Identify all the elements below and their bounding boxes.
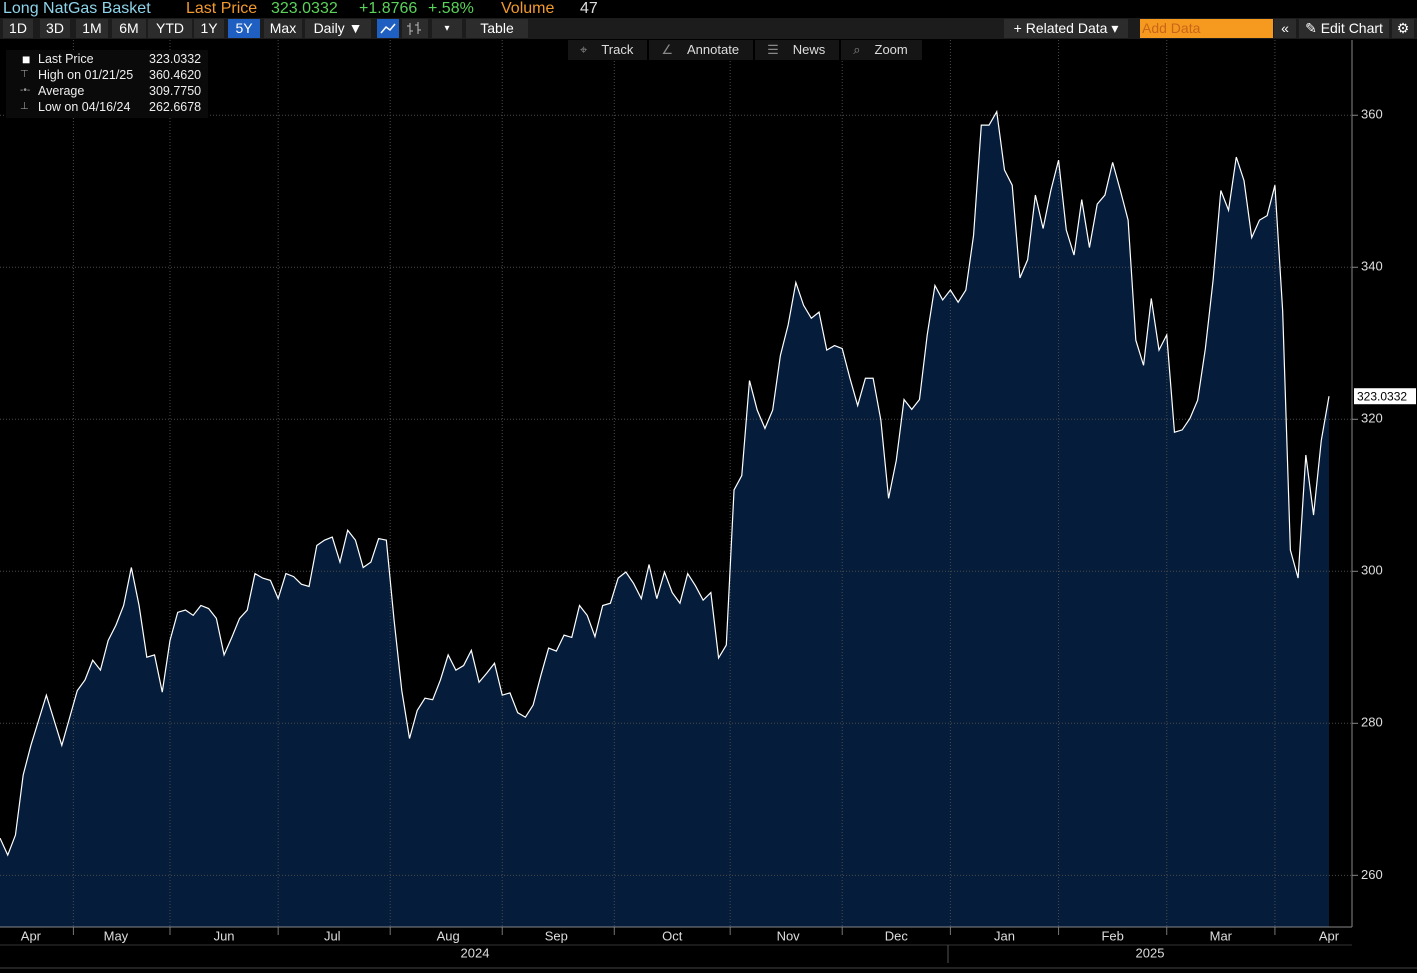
edit-icon: ✎ (1305, 20, 1321, 36)
range-button[interactable]: 6M (112, 19, 146, 38)
x-tick-label: Apr (21, 928, 42, 943)
range-button[interactable]: 1D (3, 19, 33, 38)
tool-label: Zoom (868, 41, 914, 58)
last-price-label: Last Price (186, 0, 258, 17)
legend-symbol: ⊥ (20, 101, 29, 112)
y-tick-label: 300 (1361, 563, 1383, 578)
x-tick-label: Feb (1101, 928, 1123, 943)
legend-label: Average (38, 84, 85, 98)
tool-icon: ☰ (761, 41, 785, 59)
last-price-tag (1354, 388, 1416, 405)
legend-row: ⊤ High on 01/21/25 360.4620 (6, 67, 208, 83)
settings-button[interactable]: ⚙ (1392, 19, 1414, 38)
last-price-tag-label: 323.0332 (1357, 389, 1407, 403)
legend-value: 360.4620 (149, 68, 202, 82)
range-button[interactable]: 3D (40, 19, 70, 38)
x-tick-label: Oct (662, 928, 683, 943)
collapse-button[interactable]: « (1274, 19, 1296, 38)
x-tick-label: Nov (777, 928, 801, 943)
legend: ■ Last Price 323.0332 ⊤ High on 01/21/25 360.… (6, 50, 208, 118)
related-data-button[interactable]: + Related Data ▾ (1004, 19, 1128, 38)
y-tick-label: 360 (1361, 107, 1383, 122)
price-line (0, 109, 1330, 857)
table-button[interactable]: Table (466, 19, 528, 38)
legend-row: ■ Last Price 323.0332 (6, 51, 208, 67)
y-tick-label: 260 (1361, 867, 1383, 882)
volume-label: Volume (501, 0, 555, 17)
change-pct: +.58% (428, 0, 474, 17)
legend-label: High on 01/21/25 (38, 68, 134, 82)
x-tick-label: Dec (885, 928, 909, 943)
legend-value: 323.0332 (149, 52, 202, 66)
tool-label: Track (595, 41, 640, 58)
chart-type-dropdown[interactable]: ▾ (432, 19, 462, 38)
tool-icon: ∠ (655, 41, 680, 59)
legend-symbol: -•- (20, 85, 31, 96)
legend-label: Low on 04/16/24 (38, 100, 131, 114)
tool-button[interactable]: ⌕ Zoom (841, 40, 922, 60)
tool-label: News (786, 41, 832, 58)
toolbar: 1D 3D 1M 6M YTD 1Y 5Y Max Daily ▼ ▾ Table + Rel… (0, 18, 1417, 39)
year-label: 2025 (1136, 945, 1165, 960)
volume: 47 (580, 0, 598, 17)
legend-row: ⊥ Low on 04/16/24 262.6678 (6, 99, 208, 115)
range-button[interactable]: Max (264, 19, 302, 38)
bar-icon (407, 22, 421, 35)
x-tick-label: Apr (1319, 928, 1340, 943)
x-tick-label: Aug (437, 928, 460, 943)
legend-symbol: ■ (22, 51, 31, 67)
last-price: 323.0332 (271, 0, 338, 17)
add-data-input[interactable]: Add Data (1140, 19, 1273, 38)
edit-chart-label: Edit Chart (1320, 20, 1383, 36)
y-tick-label: 320 (1361, 411, 1383, 426)
security-title: Long NatGas Basket (3, 0, 151, 17)
tool-button[interactable]: ⌖ Track (568, 40, 648, 60)
chart-tools: ⌖ Track ∠ Annotate ☰ News ⌕ Zoom (568, 40, 924, 60)
edit-chart-button[interactable]: ✎ Edit Chart (1299, 19, 1389, 38)
line-icon (380, 23, 396, 34)
line-chart-button[interactable] (377, 19, 399, 38)
frequency-button[interactable]: Daily ▼ (305, 19, 371, 38)
x-tick-label: Sep (545, 928, 568, 943)
tool-button[interactable]: ∠ Annotate (649, 40, 754, 60)
legend-label: Last Price (38, 52, 94, 66)
bar-chart-button[interactable] (402, 19, 428, 38)
tool-icon: ⌖ (574, 41, 594, 59)
legend-row: -•- Average 309.7750 (6, 83, 208, 99)
legend-value: 309.7750 (149, 84, 202, 98)
y-tick-label: 340 (1361, 259, 1383, 274)
range-button[interactable]: 1M (76, 19, 108, 38)
range-button[interactable]: 5Y (228, 19, 260, 38)
legend-symbol: ⊤ (20, 69, 29, 80)
x-tick-label: Jun (214, 928, 235, 943)
tool-button[interactable]: ☰ News (755, 40, 840, 60)
change: +1.8766 (359, 0, 418, 17)
header: Long NatGas Basket Last Price 323.0332 +… (0, 0, 1417, 18)
x-tick-label: Mar (1210, 928, 1233, 943)
y-tick-label: 280 (1361, 715, 1383, 730)
range-button[interactable]: YTD (148, 19, 192, 38)
legend-value: 262.6678 (149, 100, 202, 114)
tool-label: Annotate (681, 41, 746, 58)
range-button[interactable]: 1Y (194, 19, 224, 38)
x-tick-label: Jul (324, 928, 341, 943)
tool-icon: ⌕ (847, 41, 867, 59)
x-tick-label: May (104, 928, 129, 943)
year-label: 2024 (461, 945, 490, 960)
x-tick-label: Jan (994, 928, 1015, 943)
